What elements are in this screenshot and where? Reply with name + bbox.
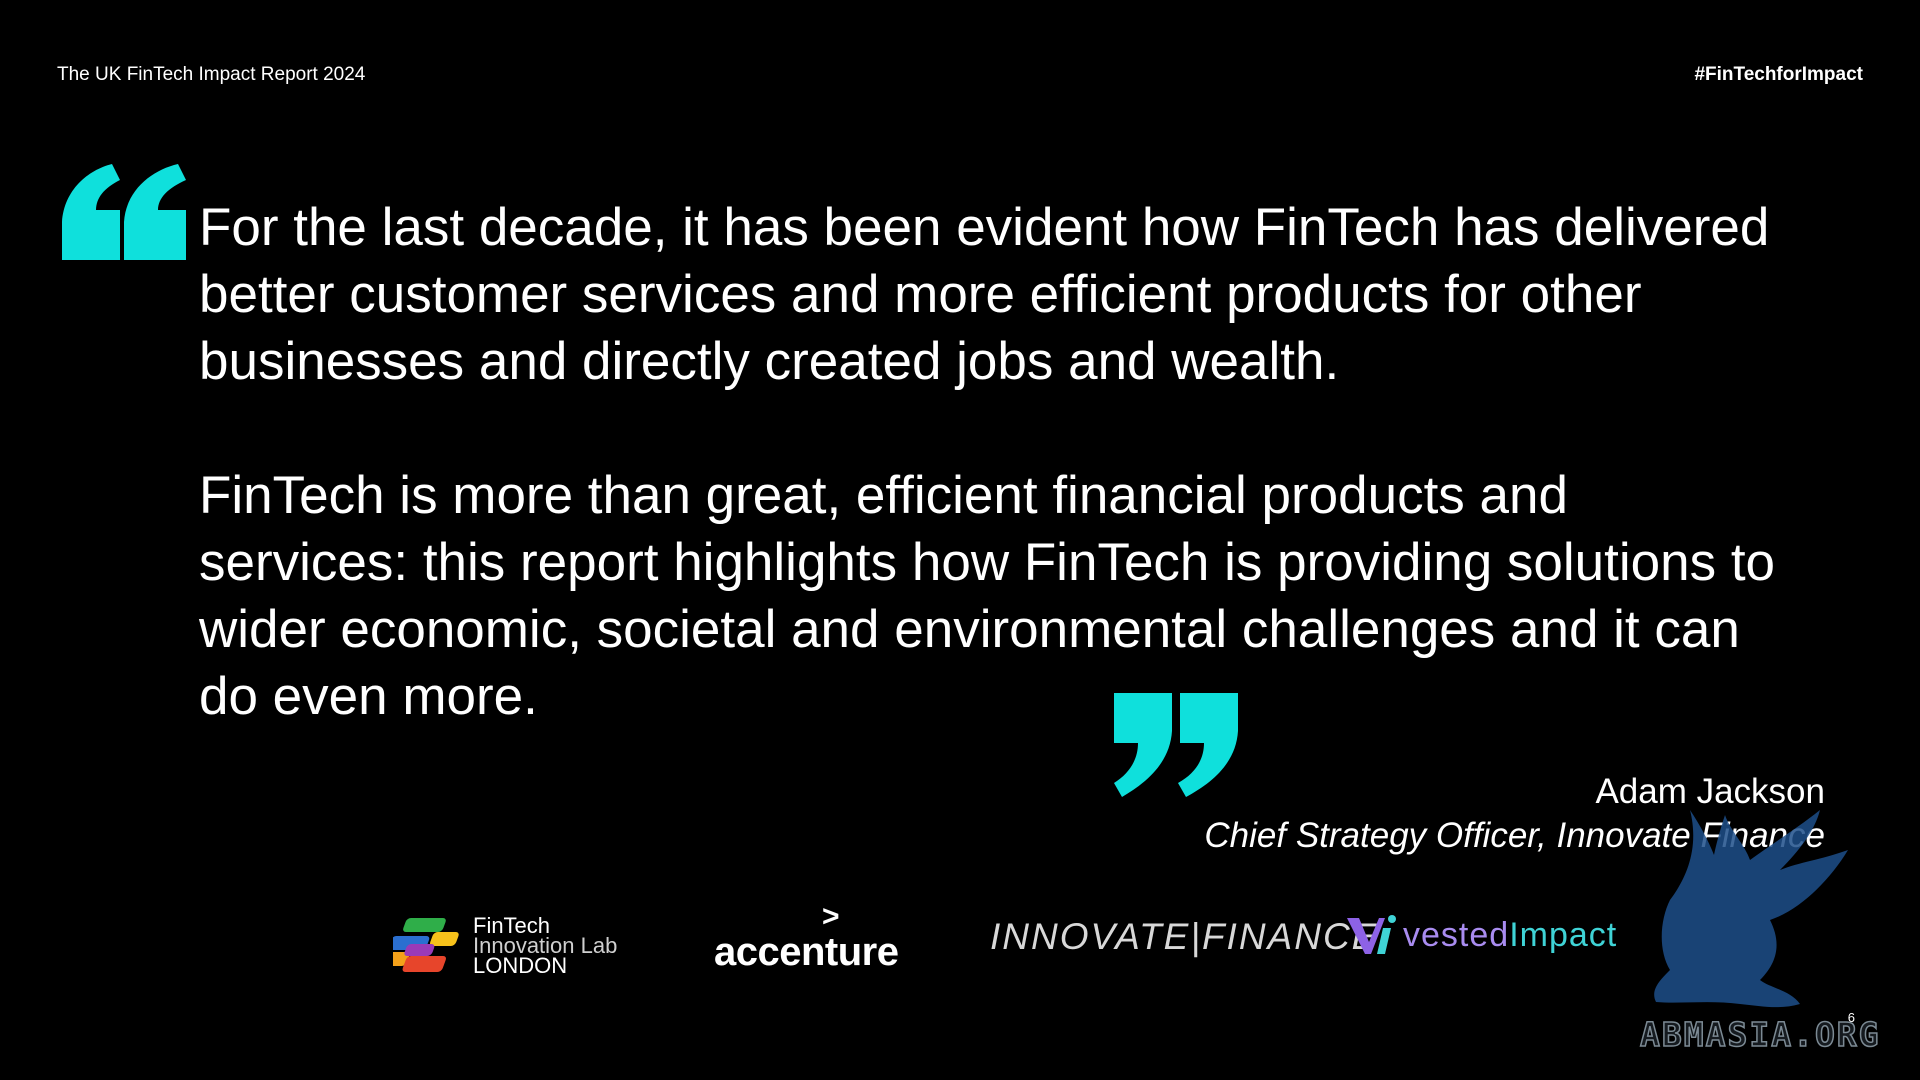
- accenture-logo: > accenture: [714, 900, 914, 980]
- vested-impact-logo: vestedImpact: [1345, 910, 1645, 970]
- close-quote-icon: [1114, 693, 1238, 797]
- fintech-lab-line3: LONDON: [473, 953, 568, 978]
- quote-paragraph-1: For the last decade, it has been evident…: [199, 198, 1770, 391]
- partner-logos: FinTech Innovation Lab LONDON > accentur…: [0, 880, 1920, 990]
- fintech-lab-wordmark: FinTech Innovation Lab LONDON: [473, 913, 618, 978]
- innovate-finance-logo: INNOVATE|FINANCE: [990, 910, 1376, 970]
- accenture-arrow-icon: >: [822, 900, 840, 933]
- watermark-text: ABMASIA.ORG: [1639, 1014, 1881, 1055]
- accenture-wordmark: accenture: [714, 930, 899, 974]
- page-number: 6: [1847, 1010, 1855, 1025]
- author-name: Adam Jackson: [1595, 772, 1825, 811]
- hashtag: #FinTechforImpact: [1694, 64, 1863, 85]
- griffin-watermark-icon: [1654, 810, 1848, 1008]
- fintech-lab-mark-icon: [393, 918, 459, 972]
- fintech-innovation-lab-logo: FinTech Innovation Lab LONDON: [393, 900, 653, 977]
- quote-attribution: Adam Jackson Chief Strategy Officer, Inn…: [1204, 770, 1825, 858]
- fintech-lab-line2: Innovation Lab: [473, 933, 618, 958]
- vested-text: vested: [1403, 916, 1510, 954]
- impact-text: Impact: [1509, 916, 1618, 954]
- open-quote-icon: [62, 164, 186, 260]
- innovate-finance-wordmark: INNOVATE|FINANCE: [990, 916, 1379, 957]
- quote-paragraph-2: FinTech is more than great, efficient fi…: [199, 466, 1776, 726]
- report-title: The UK FinTech Impact Report 2024: [57, 64, 366, 85]
- quote-text: For the last decade, it has been evident…: [199, 194, 1789, 730]
- vested-impact-wordmark: vestedImpact: [1403, 916, 1617, 955]
- fintech-lab-line1: FinTech: [473, 913, 551, 938]
- vested-impact-mark-icon: [1347, 915, 1396, 954]
